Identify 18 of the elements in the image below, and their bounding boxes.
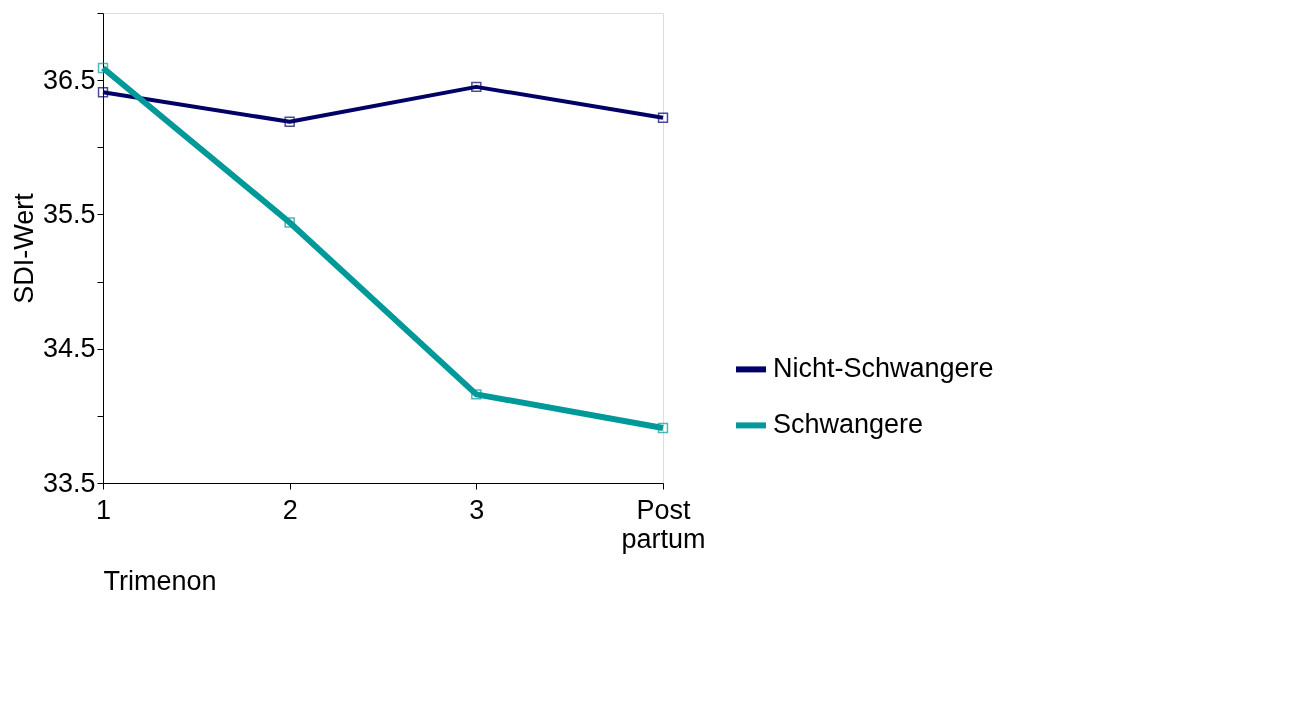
point <box>657 422 669 434</box>
point <box>97 62 109 74</box>
x-tick-label: 3 <box>469 494 485 525</box>
point <box>657 112 669 123</box>
y-tick-label: 34.5 <box>42 333 96 364</box>
x-axis-title: Trimenon <box>103 565 217 596</box>
y-axis-title: SDI-Wert <box>8 192 39 304</box>
x-tick-label: 1 <box>95 494 112 525</box>
legend-label: Nicht-Schwangere <box>773 353 994 384</box>
point <box>471 81 482 93</box>
x-tick-label: 2 <box>282 494 298 525</box>
y-tick-label: 33.5 <box>42 467 96 498</box>
point <box>284 116 295 127</box>
legend-label: Schwangere <box>773 409 924 440</box>
y-tick-label: 35.5 <box>42 198 96 229</box>
y-tick-label: 36.5 <box>42 64 96 95</box>
point <box>97 87 109 98</box>
x-tick-label: Post partum <box>621 494 706 554</box>
